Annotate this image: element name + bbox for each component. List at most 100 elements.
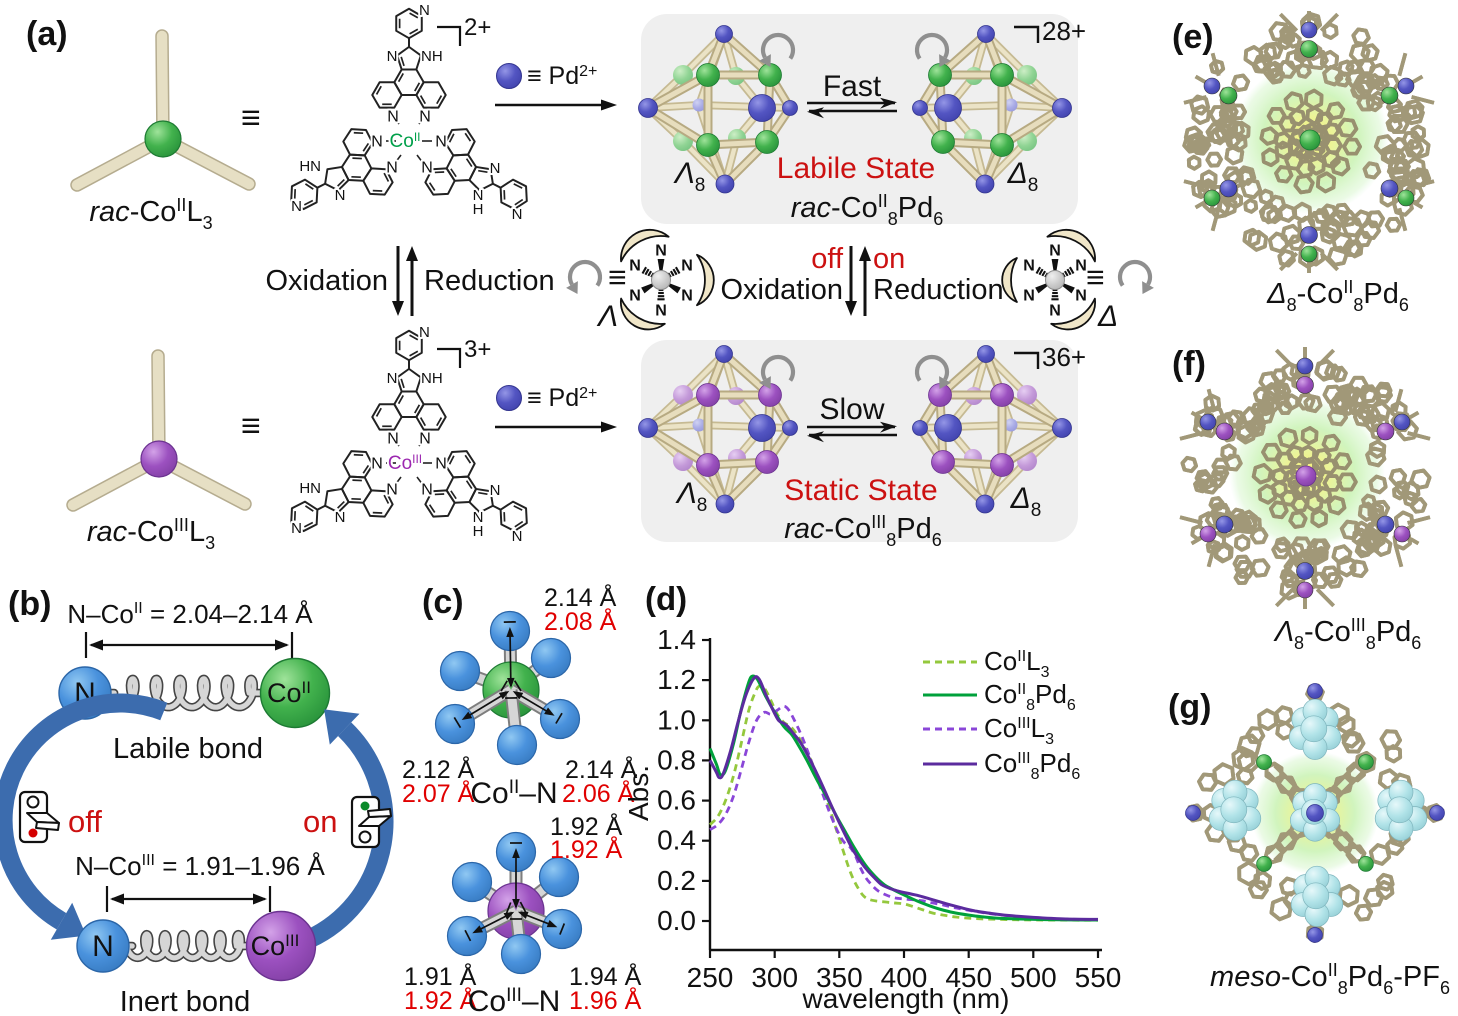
svg-text:N: N [490, 482, 501, 499]
svg-text:N: N [490, 160, 501, 177]
svg-text:CoIII–N: CoIII–N [468, 985, 561, 1016]
svg-text:NH: NH [421, 370, 443, 387]
svg-text:N: N [512, 528, 523, 545]
svg-text:1.92 Å: 1.92 Å [404, 985, 477, 1015]
svg-text:rac-CoII8Pd6: rac-CoII8Pd6 [791, 191, 944, 229]
svg-text:≡: ≡ [1086, 259, 1105, 295]
svg-text:Reduction: Reduction [424, 265, 555, 297]
svg-text:N: N [1075, 258, 1087, 275]
svg-text:≡: ≡ [241, 407, 261, 445]
svg-text:Abs.: Abs. [623, 765, 654, 821]
svg-text:H: H [473, 201, 484, 218]
svg-text:meso-CoII8Pd6-PF6: meso-CoII8Pd6-PF6 [1210, 960, 1450, 998]
svg-text:N: N [655, 243, 667, 260]
svg-text:Oxidation: Oxidation [720, 274, 843, 306]
svg-text:N: N [629, 288, 641, 305]
svg-text:Labile State: Labile State [777, 152, 935, 185]
svg-text:2.06 Å: 2.06 Å [562, 778, 635, 808]
svg-text:N: N [386, 482, 398, 499]
svg-text:N: N [435, 456, 447, 473]
svg-text:N: N [435, 134, 447, 151]
svg-text:Λ8: Λ8 [673, 157, 706, 196]
svg-text:N: N [371, 456, 383, 473]
svg-text:N: N [387, 431, 399, 448]
svg-text:Static State: Static State [784, 474, 937, 507]
svg-text:0.8: 0.8 [657, 744, 696, 775]
svg-text:N: N [512, 206, 523, 223]
svg-text:N: N [291, 520, 302, 537]
svg-text:N: N [655, 303, 667, 320]
svg-text:2.12 Å: 2.12 Å [402, 754, 475, 784]
svg-text:N–CoII = 2.04–2.14 Å: N–CoII = 2.04–2.14 Å [67, 599, 313, 629]
svg-text:rac-CoIIIL3: rac-CoIIIL3 [87, 515, 215, 553]
svg-text:Δ8: Δ8 [1007, 157, 1039, 196]
svg-text:off: off [68, 804, 102, 839]
svg-text:HN: HN [299, 480, 321, 497]
svg-text:550: 550 [1075, 962, 1122, 993]
svg-text:N: N [1049, 243, 1061, 260]
svg-text:N: N [335, 509, 346, 526]
svg-text:0.6: 0.6 [657, 785, 696, 816]
svg-text:Labile bond: Labile bond [113, 733, 263, 765]
svg-text:N: N [419, 324, 430, 341]
svg-text:≡: ≡ [241, 99, 261, 137]
svg-text:Oxidation: Oxidation [265, 265, 388, 297]
svg-text:(b): (b) [8, 585, 51, 623]
svg-text:N: N [1023, 258, 1035, 275]
svg-text:2.14 Å: 2.14 Å [544, 582, 617, 612]
svg-text:0.4: 0.4 [657, 825, 696, 856]
svg-text:Δ8: Δ8 [1010, 482, 1042, 521]
svg-text:N: N [335, 187, 346, 204]
svg-text:NH: NH [421, 48, 443, 65]
svg-text:1.4: 1.4 [657, 624, 696, 655]
svg-text:rac-CoIII8Pd6: rac-CoIII8Pd6 [784, 512, 942, 550]
svg-text:off: off [811, 243, 844, 275]
svg-text:Fast: Fast [823, 70, 882, 103]
svg-text:36+: 36+ [1042, 342, 1086, 372]
svg-text:on: on [873, 243, 905, 275]
svg-text:N: N [92, 930, 114, 963]
svg-text:Λ8-CoIII8Pd6: Λ8-CoIII8Pd6 [1273, 615, 1422, 653]
svg-text:500: 500 [1010, 962, 1057, 993]
svg-text:(e): (e) [1172, 18, 1214, 56]
svg-text:N: N [387, 109, 399, 126]
svg-text:N: N [371, 134, 383, 151]
svg-text:N: N [419, 109, 431, 126]
svg-text:250: 250 [687, 962, 734, 993]
svg-text:CoII–N: CoII–N [470, 777, 557, 810]
svg-text:(c): (c) [422, 583, 464, 621]
svg-text:N: N [473, 187, 484, 204]
svg-text:Δ: Δ [1097, 300, 1118, 333]
svg-text:N: N [681, 288, 693, 305]
svg-text:H: H [473, 523, 484, 540]
svg-text:N: N [681, 258, 693, 275]
svg-text:(a): (a) [26, 15, 68, 53]
svg-text:1.92 Å: 1.92 Å [550, 834, 623, 864]
svg-text:N: N [419, 2, 430, 19]
svg-text:N: N [629, 258, 641, 275]
svg-text:N: N [473, 509, 484, 526]
svg-text:rac-CoIIL3: rac-CoIIL3 [89, 195, 212, 233]
svg-text:1.96 Å: 1.96 Å [569, 985, 642, 1015]
svg-text:N: N [419, 431, 431, 448]
svg-text:0.0: 0.0 [657, 905, 696, 936]
svg-text:400: 400 [881, 962, 928, 993]
svg-text:(d): (d) [645, 580, 687, 617]
svg-text:(g): (g) [1168, 688, 1211, 726]
svg-text:HN: HN [299, 158, 321, 175]
svg-text:N: N [291, 198, 302, 215]
svg-text:(f): (f) [1172, 345, 1206, 383]
svg-text:≡ Pd2+: ≡ Pd2+ [527, 384, 597, 412]
svg-text:N: N [387, 48, 398, 65]
svg-text:Inert bond: Inert bond [120, 986, 251, 1016]
svg-text:N: N [1049, 303, 1061, 320]
svg-text:N: N [387, 370, 398, 387]
svg-text:2.07 Å: 2.07 Å [402, 778, 475, 808]
svg-text:300: 300 [751, 962, 798, 993]
svg-text:N: N [386, 160, 398, 177]
svg-text:1.91 Å: 1.91 Å [404, 961, 477, 991]
svg-text:CoIIL3: CoIIL3 [984, 646, 1050, 681]
svg-text:2.14 Å: 2.14 Å [565, 754, 638, 784]
svg-text:N: N [1075, 288, 1087, 305]
svg-text:1.0: 1.0 [657, 704, 696, 735]
